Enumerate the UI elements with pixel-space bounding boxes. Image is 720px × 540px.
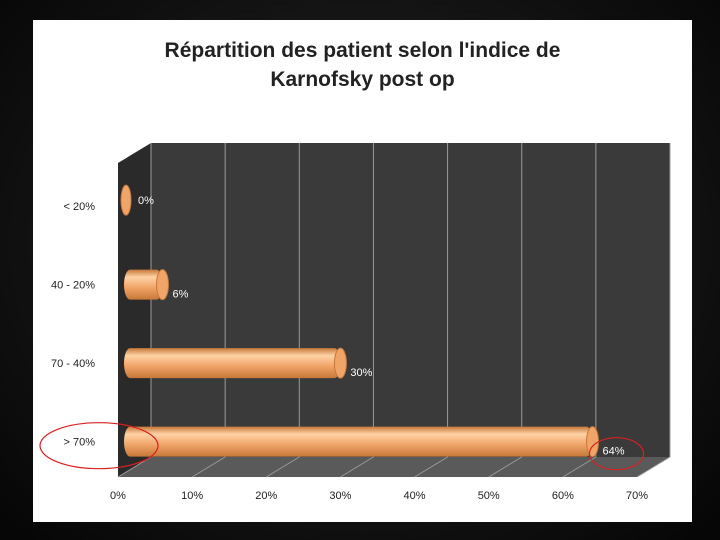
data-label: 0% [138, 195, 154, 207]
y-category-label: 70 - 40% [51, 358, 95, 370]
gridline-floor [414, 456, 448, 478]
plot-floor [118, 457, 670, 477]
bar-end-cap [586, 426, 600, 458]
y-category-label: 40 - 20% [51, 280, 95, 292]
x-tick-label: 40% [404, 490, 426, 502]
bar [124, 426, 593, 457]
gridline-floor [191, 456, 226, 478]
data-label: 30% [350, 367, 372, 379]
x-tick-label: 20% [255, 490, 277, 502]
data-label: 64% [603, 446, 625, 458]
chart-panel: Répartition des patient selon l'indice d… [33, 20, 692, 522]
chart-title-line-2: Karnofsky post op [270, 68, 455, 91]
bar-chart: 0% 10% 20% 30% 40% 50% 60% 70% < 20% 0% 40 - 20% 6%… [39, 143, 671, 502]
gridline-floor [340, 456, 374, 478]
plot-side-wall [118, 143, 151, 477]
highlight-ellipse-category [39, 422, 159, 470]
bar-end-cap [155, 269, 169, 301]
chart-title-line-1: Répartition des patient selon l'indice d… [164, 39, 561, 62]
x-tick-label: 30% [329, 490, 351, 502]
highlight-ellipse-value [588, 437, 645, 471]
bar [124, 269, 163, 300]
gridline-floor [488, 456, 522, 478]
plot-back-wall [151, 143, 670, 457]
y-category-label: < 20% [64, 201, 96, 213]
bar [120, 184, 132, 216]
x-tick-label: 60% [552, 490, 574, 502]
y-category-label: > 70% [64, 437, 96, 449]
bar [124, 348, 341, 379]
x-tick-label: 50% [478, 490, 500, 502]
bar-end-cap [333, 347, 347, 379]
gridline-floor [636, 456, 671, 478]
x-tick-label: 0% [110, 490, 126, 502]
gridline-floor [266, 456, 300, 478]
x-tick-label: 70% [626, 490, 648, 502]
data-label: 6% [172, 289, 188, 301]
gridline-floor [562, 456, 597, 478]
x-tick-label: 10% [181, 490, 203, 502]
chart-title: Répartition des patient selon l'indice d… [33, 36, 692, 94]
